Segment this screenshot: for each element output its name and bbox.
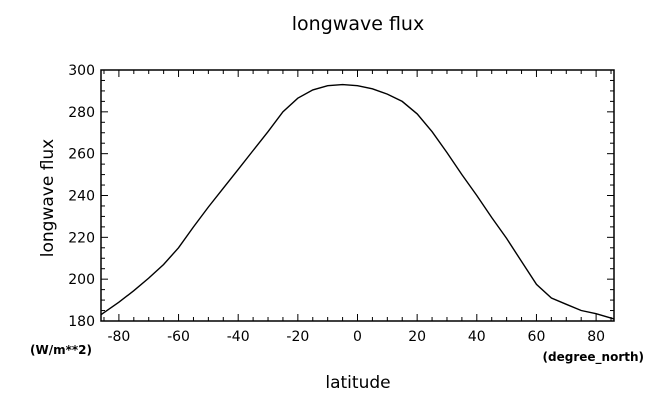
series-line xyxy=(100,83,615,320)
y-tick-label: 280 xyxy=(68,105,95,121)
x-axis-unit: (degree_north) xyxy=(543,350,644,365)
x-tick-label: 20 xyxy=(408,329,426,345)
y-tick-label: 200 xyxy=(68,272,95,288)
y-tick-label: 220 xyxy=(68,230,95,246)
y-tick-label: 180 xyxy=(68,314,95,330)
x-tick-label: 0 xyxy=(353,329,362,345)
x-tick-label: -60 xyxy=(167,329,190,345)
plot-area: -80 -60 -40 -20 0 20 40 60 80 180 200 220 240 260 280 3… xyxy=(68,63,615,345)
x-tick-label: 80 xyxy=(587,329,605,345)
y-axis-label: longwave flux xyxy=(38,139,58,257)
plot-frame xyxy=(100,69,615,322)
x-tick-label: -20 xyxy=(286,329,309,345)
x-tick-label: 60 xyxy=(528,329,546,345)
x-tick-label: 40 xyxy=(468,329,486,345)
y-tick-label: 260 xyxy=(68,147,95,163)
chart-title: longwave flux xyxy=(292,13,424,35)
y-tick-label: 300 xyxy=(68,63,95,79)
x-axis-label: latitude xyxy=(325,373,390,393)
y-axis-unit: (W/m**2) xyxy=(30,343,92,357)
x-tick-label: -80 xyxy=(107,329,130,345)
x-tick-label: -40 xyxy=(227,329,250,345)
y-tick-label: 240 xyxy=(68,189,95,205)
